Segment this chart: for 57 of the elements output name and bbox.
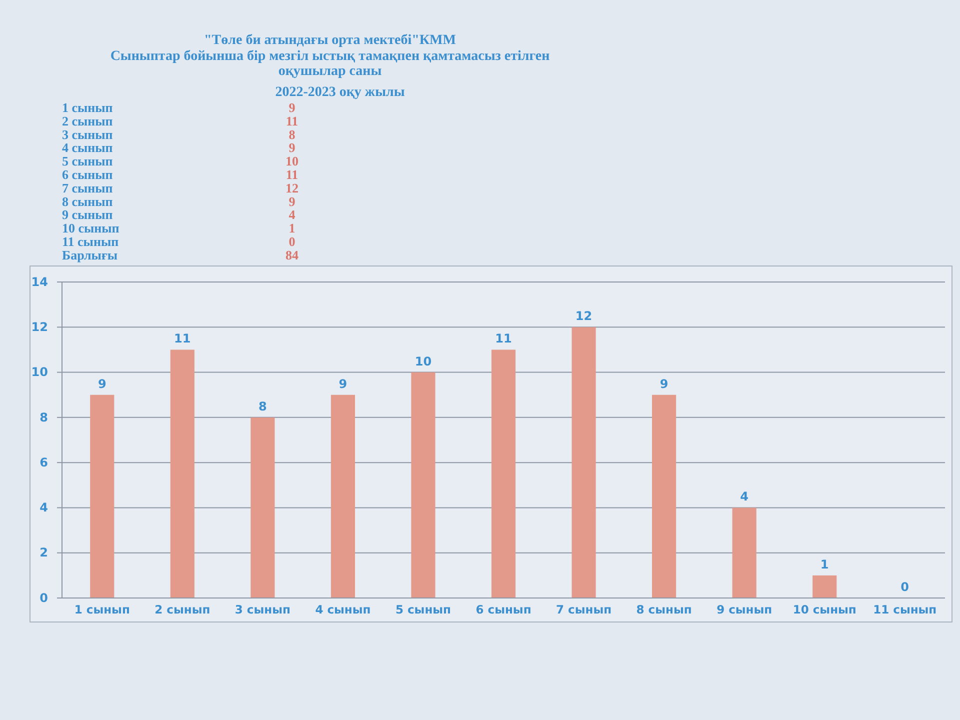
y-tick-label: 4 — [40, 500, 48, 515]
x-tick-label: 1 сынып — [74, 602, 130, 617]
text: 0 — [288, 234, 296, 249]
category-label: 1 сынып — [62, 100, 113, 115]
category-label: 5 сынып — [62, 154, 113, 169]
data-label: 9 — [98, 376, 106, 391]
x-tick-label: 7 сынып — [556, 602, 612, 617]
y-tick-label: 14 — [31, 274, 48, 289]
category-label: 6 сынып — [62, 167, 113, 182]
text: 1 — [288, 220, 296, 236]
text: 9 — [288, 100, 296, 115]
data-label: 0 — [900, 580, 910, 594]
data-label: 4 — [740, 490, 748, 504]
data-label: 12 — [575, 309, 592, 324]
y-tick-label: 10 — [31, 365, 48, 380]
category-label: 3 сынып — [62, 126, 113, 142]
text: 11 — [286, 113, 298, 128]
x-tick-label: 10 сынып — [792, 602, 856, 617]
chart-title: "Төле би атындағы орта мектебі"КММ — [204, 33, 456, 48]
category-label: 2 сынып — [62, 113, 113, 128]
y-tick-label: 2 — [40, 546, 48, 560]
x-tick-label: 9 сынып — [716, 602, 772, 617]
category-label: 8 сынып — [62, 194, 113, 209]
data-label: 9 — [660, 376, 668, 391]
text: 84 — [286, 247, 299, 262]
x-tick-label: 4 сынып — [315, 602, 371, 617]
data-label: 11 — [495, 332, 512, 346]
text: 2022-2023 оқу жылы — [275, 85, 405, 100]
x-tick-label: 3 сынып — [234, 602, 290, 617]
data-label: 11 — [174, 332, 191, 346]
text: 9 — [288, 140, 296, 156]
chart-subtitle: Сыныптар бойынша бір мезгіл ыстық тамақпен қамтамасыз етілген оқушылар саны — [110, 49, 550, 79]
text: 4 — [288, 207, 296, 222]
category-label: 4 сынып — [62, 140, 113, 156]
category-label: 7 сынып — [62, 180, 113, 196]
y-tick-label: 12 — [31, 320, 48, 334]
text: Барлығы — [62, 247, 118, 262]
data-label: 9 — [338, 376, 348, 391]
x-tick-label: 6 сынып — [476, 602, 532, 617]
y-tick-label: 6 — [40, 455, 48, 470]
category-label: 10 сынып — [62, 220, 120, 236]
x-tick-label: 11 сынып — [873, 602, 937, 617]
text: 8 — [288, 126, 296, 142]
data-label: 8 — [258, 399, 267, 414]
x-tick-label: 2 сынып — [154, 602, 210, 617]
x-tick-label: 8 сынып — [636, 602, 692, 617]
data-label: 1 — [820, 557, 829, 572]
text: 12 — [286, 180, 298, 196]
category-label: 11 сынып — [62, 234, 119, 249]
text: 10 — [286, 154, 298, 169]
y-tick-label: 0 — [40, 590, 48, 605]
y-tick-label: 8 — [40, 410, 48, 424]
text: 11 — [286, 167, 298, 182]
data-label: 10 — [414, 354, 432, 368]
text: 9 — [288, 194, 296, 209]
category-label: 9 сынып — [62, 207, 113, 222]
x-tick-label: 5 сынып — [395, 602, 451, 617]
